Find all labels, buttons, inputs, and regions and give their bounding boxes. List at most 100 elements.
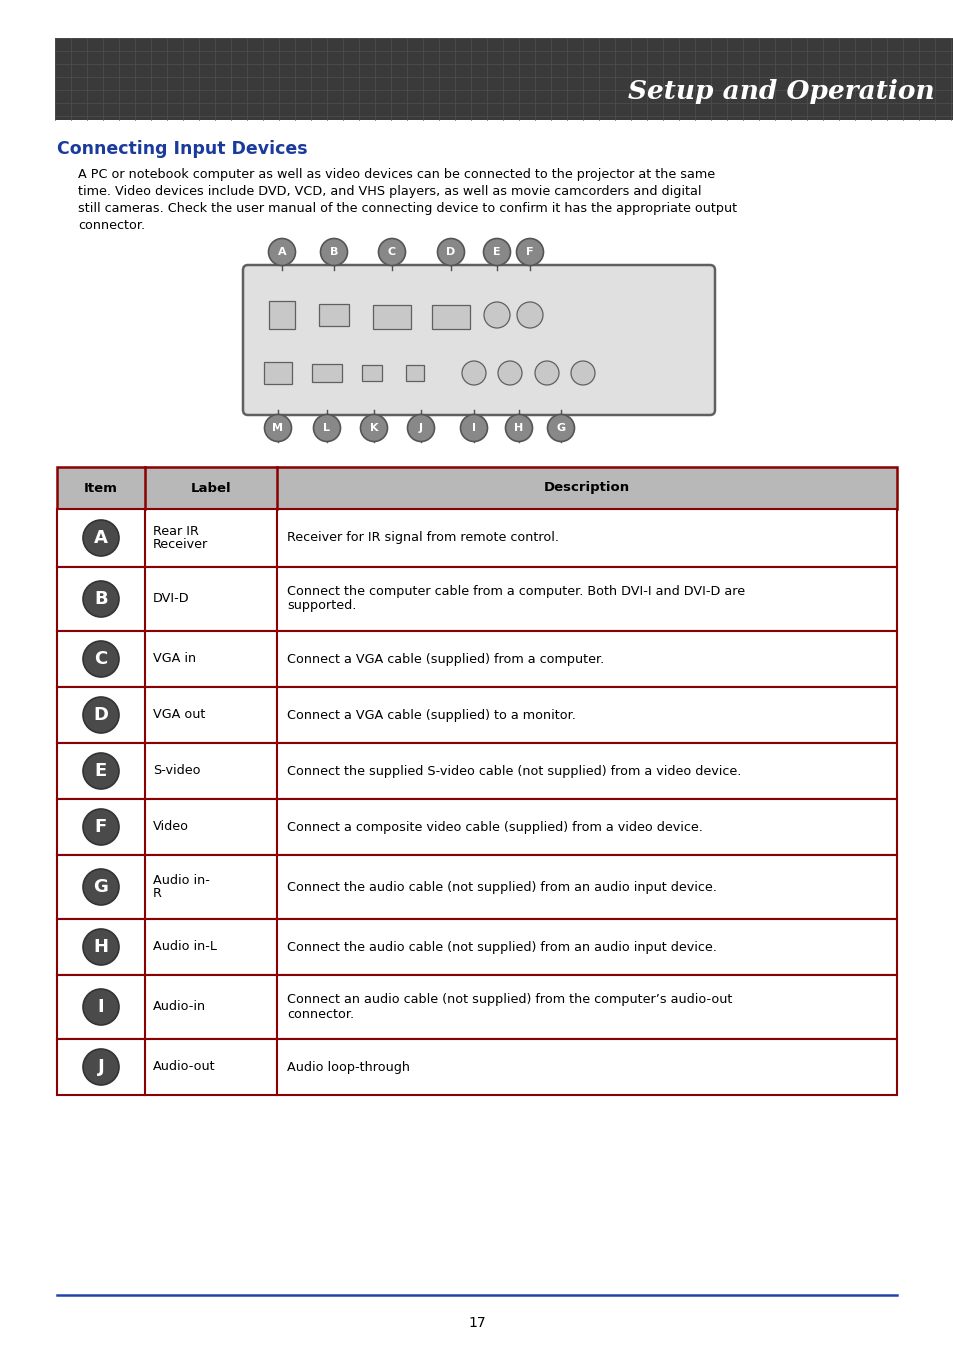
Circle shape (505, 414, 532, 441)
Circle shape (83, 990, 119, 1025)
Text: Audio loop-through: Audio loop-through (287, 1061, 410, 1073)
Circle shape (461, 360, 485, 385)
Text: VGA in: VGA in (152, 652, 196, 666)
Text: still cameras. Check the user manual of the connecting device to confirm it has : still cameras. Check the user manual of … (78, 202, 737, 215)
Text: VGA out: VGA out (152, 709, 205, 721)
Text: E: E (94, 761, 107, 780)
Text: Audio-in: Audio-in (152, 1000, 206, 1014)
Text: DVI-D: DVI-D (152, 593, 190, 606)
Bar (57, 509, 896, 567)
Circle shape (83, 580, 119, 617)
Text: C: C (388, 247, 395, 256)
Circle shape (407, 414, 434, 441)
Circle shape (378, 239, 405, 266)
Text: D: D (446, 247, 456, 256)
Text: Rear IR: Rear IR (152, 525, 198, 539)
Circle shape (516, 239, 543, 266)
Text: H: H (514, 423, 523, 433)
Text: I: I (472, 423, 476, 433)
Text: Receiver: Receiver (152, 539, 208, 551)
Circle shape (314, 414, 340, 441)
Text: Connecting Input Devices: Connecting Input Devices (57, 140, 307, 158)
Text: Audio in-L: Audio in-L (152, 941, 216, 953)
Text: L: L (323, 423, 330, 433)
Circle shape (460, 414, 487, 441)
Text: K: K (370, 423, 377, 433)
Text: R: R (152, 887, 162, 900)
Text: S-video: S-video (152, 764, 200, 778)
Text: Setup and Operation: Setup and Operation (628, 78, 934, 104)
Text: Connect a composite video cable (supplied) from a video device.: Connect a composite video cable (supplie… (287, 821, 702, 833)
Text: Connect a VGA cable (supplied) to a monitor.: Connect a VGA cable (supplied) to a moni… (287, 709, 576, 721)
Text: 17: 17 (468, 1316, 485, 1330)
Text: Connect an audio cable (not supplied) from the computer’s audio-out: Connect an audio cable (not supplied) fr… (287, 994, 732, 1007)
Text: M: M (273, 423, 283, 433)
Text: D: D (93, 706, 109, 724)
Text: G: G (556, 423, 565, 433)
Text: A: A (277, 247, 286, 256)
Bar (312, 364, 341, 382)
Text: F: F (526, 247, 533, 256)
Circle shape (83, 641, 119, 676)
Bar (432, 305, 470, 329)
Text: A PC or notebook computer as well as video devices can be connected to the proje: A PC or notebook computer as well as vid… (78, 167, 715, 181)
Bar (57, 975, 896, 1040)
Text: J: J (97, 1058, 104, 1076)
Bar (269, 301, 294, 329)
Text: I: I (97, 998, 104, 1017)
Bar (264, 362, 292, 383)
Circle shape (547, 414, 574, 441)
Text: Connect the supplied S-video cable (not supplied) from a video device.: Connect the supplied S-video cable (not … (287, 764, 740, 778)
Circle shape (535, 360, 558, 385)
Text: J: J (418, 423, 422, 433)
Text: Connect the computer cable from a computer. Both DVI-I and DVI-D are: Connect the computer cable from a comput… (287, 586, 744, 598)
Circle shape (83, 697, 119, 733)
Circle shape (83, 929, 119, 965)
Circle shape (360, 414, 387, 441)
Bar (373, 305, 411, 329)
Text: F: F (94, 818, 107, 836)
Bar (57, 467, 896, 509)
Text: C: C (94, 649, 108, 668)
Bar (57, 567, 896, 630)
Text: Audio-out: Audio-out (152, 1061, 215, 1073)
Circle shape (483, 239, 510, 266)
Circle shape (571, 360, 595, 385)
Text: time. Video devices include DVD, VCD, and VHS players, as well as movie camcorde: time. Video devices include DVD, VCD, an… (78, 185, 700, 198)
Text: connector.: connector. (287, 1007, 354, 1021)
Circle shape (83, 1049, 119, 1085)
Text: E: E (493, 247, 500, 256)
Bar (57, 687, 896, 742)
Circle shape (483, 302, 510, 328)
Circle shape (83, 520, 119, 556)
Circle shape (320, 239, 347, 266)
Bar (406, 364, 423, 381)
Text: connector.: connector. (78, 219, 145, 232)
Bar (55, 38, 953, 120)
Text: H: H (93, 938, 109, 956)
Text: B: B (94, 590, 108, 608)
FancyBboxPatch shape (243, 265, 714, 414)
Text: A: A (94, 529, 108, 547)
Circle shape (268, 239, 295, 266)
Text: Receiver for IR signal from remote control.: Receiver for IR signal from remote contr… (287, 532, 558, 544)
Bar (57, 919, 896, 975)
Circle shape (264, 414, 292, 441)
Bar (57, 1040, 896, 1095)
Text: Item: Item (84, 482, 118, 494)
Text: Connect the audio cable (not supplied) from an audio input device.: Connect the audio cable (not supplied) f… (287, 880, 716, 894)
Circle shape (83, 753, 119, 788)
Bar (57, 630, 896, 687)
Circle shape (83, 809, 119, 845)
Text: Video: Video (152, 821, 189, 833)
Text: G: G (93, 878, 109, 896)
Text: Audio in-: Audio in- (152, 873, 210, 887)
Text: Connect a VGA cable (supplied) from a computer.: Connect a VGA cable (supplied) from a co… (287, 652, 603, 666)
Bar (57, 855, 896, 919)
Text: Label: Label (191, 482, 231, 494)
Bar (361, 364, 381, 381)
Text: B: B (330, 247, 337, 256)
Circle shape (517, 302, 542, 328)
Bar (57, 799, 896, 855)
Text: Description: Description (543, 482, 629, 494)
